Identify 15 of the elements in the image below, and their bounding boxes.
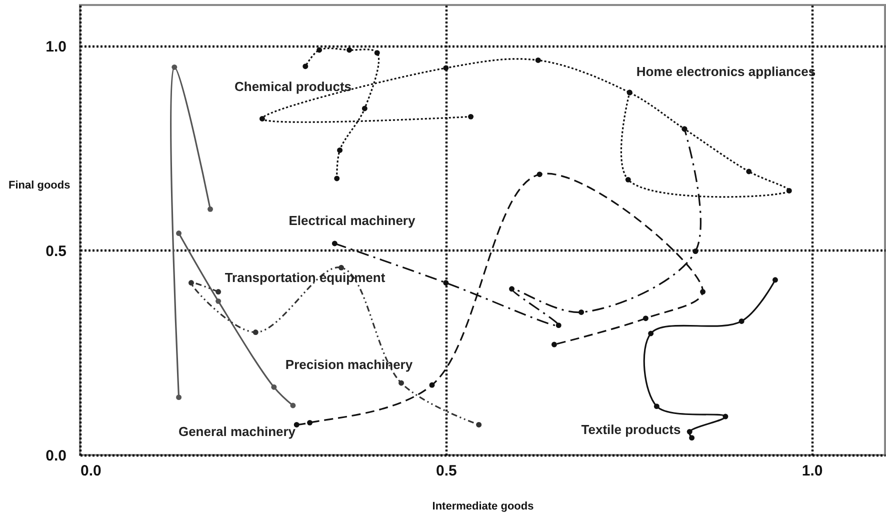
- y-tick-label: 1.0: [46, 38, 66, 56]
- y-axis-title: Final goods: [8, 180, 70, 192]
- y-tick-label: 0.5: [46, 242, 66, 260]
- y-tick-label: 0.0: [46, 448, 66, 464]
- x-axis-title: Intermediate goods: [432, 500, 534, 512]
- annotation: Textile products: [581, 422, 681, 437]
- annotation: Transportation equipment: [224, 270, 386, 285]
- annotation: General machinery: [178, 424, 296, 439]
- annotation: Precision machinery: [285, 357, 414, 372]
- x-tick-label: 0.0: [80, 462, 102, 480]
- x-tick-label: 1.0: [802, 462, 823, 480]
- annotation: Home electronics appliances: [636, 64, 816, 79]
- annotation: Chemical products: [234, 79, 352, 94]
- x-tick-label: 0.5: [436, 462, 457, 480]
- annotation: Electrical machinery: [288, 213, 416, 228]
